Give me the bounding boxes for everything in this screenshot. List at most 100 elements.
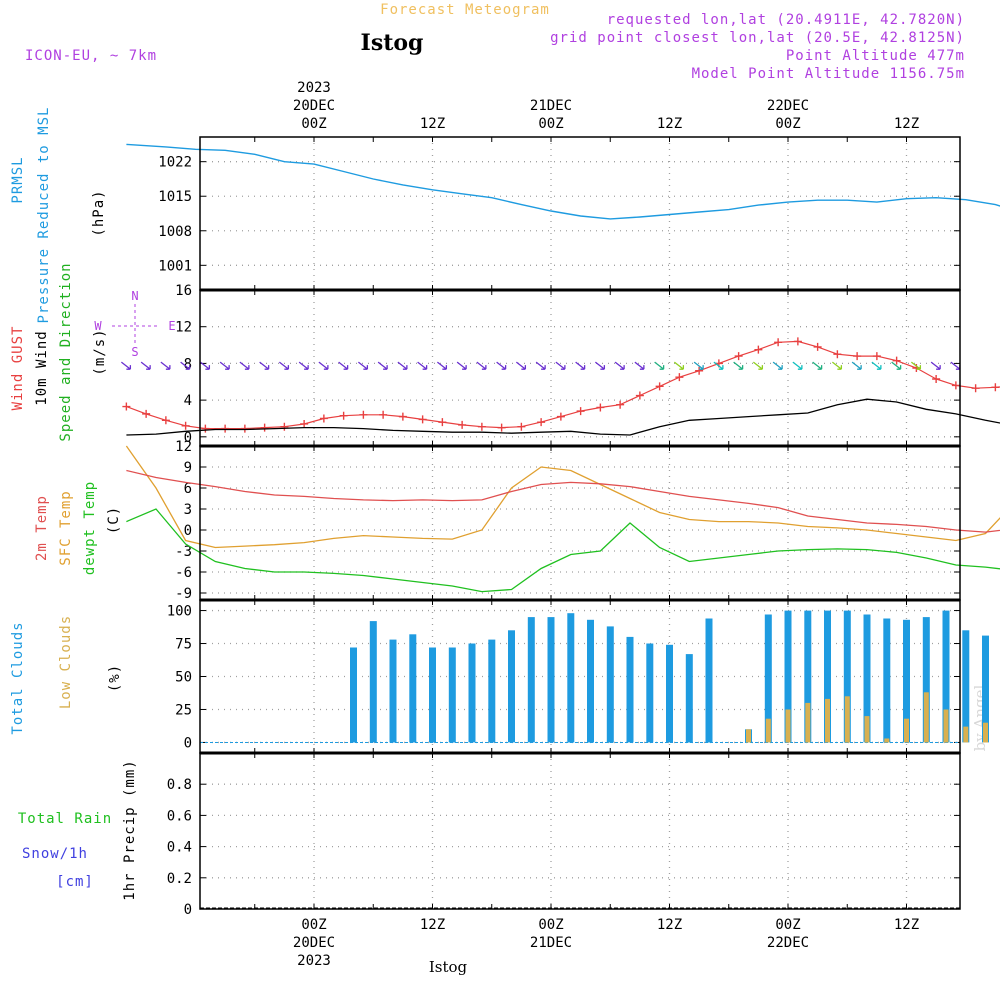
total-cloud-bar xyxy=(448,647,456,743)
panel-label: (m/s) xyxy=(92,328,108,375)
total-cloud-bar xyxy=(883,618,891,743)
total-cloud-bar xyxy=(942,610,950,743)
panel-label: 10m Wind xyxy=(34,330,50,405)
panel-label: Wind GUST xyxy=(10,326,26,411)
wind-direction-arrow xyxy=(120,361,132,370)
wind-speed-line xyxy=(126,398,1000,436)
total-cloud-bar xyxy=(389,639,397,743)
total-cloud-bar xyxy=(369,621,377,743)
wind-direction-arrow xyxy=(851,361,862,370)
gust-point xyxy=(300,419,309,428)
total-cloud-bar xyxy=(429,647,436,743)
panel-label: [cm] xyxy=(56,874,94,890)
gust-point xyxy=(833,350,842,359)
ytick-label: 3 xyxy=(184,502,192,518)
ytick-label: 0.8 xyxy=(167,777,192,793)
ytick-label: 1008 xyxy=(158,224,192,240)
gust-point xyxy=(872,352,881,361)
total-cloud-bar xyxy=(547,617,555,743)
wind-direction-arrow xyxy=(180,361,191,370)
wind-direction-arrow xyxy=(910,361,922,370)
time-label-bottom: 22DEC xyxy=(767,935,809,951)
time-label-top: 20DEC xyxy=(293,98,335,114)
total-cloud-bar xyxy=(666,644,673,743)
dewpt-line xyxy=(126,508,1000,593)
low-cloud-bar xyxy=(844,696,850,743)
gust-point xyxy=(477,422,486,431)
time-label-top: 2023 xyxy=(297,80,331,96)
gust-point xyxy=(932,375,941,384)
ytick-label: 8 xyxy=(184,356,192,372)
gust-point xyxy=(201,424,210,433)
gust-point xyxy=(734,352,743,361)
gust-point xyxy=(319,414,328,423)
ytick-label: 0.2 xyxy=(167,871,192,887)
total-cloud-bar xyxy=(626,636,634,743)
gust-point xyxy=(339,411,348,420)
gust-point xyxy=(122,402,131,411)
wind-direction-arrow xyxy=(278,361,290,370)
gust-point xyxy=(853,352,862,361)
ytick-label: 50 xyxy=(175,670,192,686)
low-cloud-bar xyxy=(785,709,791,743)
gust-point xyxy=(892,356,901,365)
gust-point xyxy=(576,407,585,416)
plot-area: 10011008101510220481216-9-6-303691202550… xyxy=(10,80,1000,969)
wind-direction-arrow xyxy=(377,361,388,370)
gust-point xyxy=(458,420,467,429)
gust-point xyxy=(497,423,506,432)
time-label-bottom: 00Z xyxy=(301,917,326,933)
ytick-label: 12 xyxy=(175,439,192,455)
low-cloud-bar xyxy=(884,738,890,743)
low-cloud-bar xyxy=(864,716,870,743)
time-label-bottom: 2023 xyxy=(297,953,331,969)
gust-point xyxy=(161,416,170,425)
compass-n: N xyxy=(131,289,138,303)
ytick-label: 0 xyxy=(184,902,192,918)
gust-point xyxy=(596,403,605,412)
gust-point xyxy=(142,409,151,418)
total-cloud-bar xyxy=(409,634,417,743)
gust-point xyxy=(951,381,960,390)
ytick-label: 0.6 xyxy=(167,808,192,824)
gust-point xyxy=(635,391,644,400)
low-cloud-bar xyxy=(983,722,988,743)
time-label-bottom: 12Z xyxy=(657,917,682,933)
wind-direction-arrow xyxy=(456,361,467,370)
wind-direction-arrow xyxy=(338,361,349,370)
wind-direction-arrow xyxy=(594,361,606,370)
total-cloud-bar xyxy=(784,610,792,743)
ytick-label: 9 xyxy=(184,460,192,476)
wind-direction-arrow xyxy=(792,361,803,370)
sfc-temp-line xyxy=(125,445,1000,549)
gust-point xyxy=(675,373,684,382)
gust-point xyxy=(398,412,407,421)
panel-label: 1hr Precip (mm) xyxy=(122,759,138,900)
ytick-label: 4 xyxy=(184,393,192,409)
wind-direction-arrow xyxy=(654,361,665,370)
station-title: Istog xyxy=(361,30,424,56)
gridpoint-coords: grid point closest lon,lat (20.5E, 42.81… xyxy=(550,30,965,46)
panel-label: Total Rain xyxy=(18,811,112,827)
wind-direction-arrow xyxy=(417,361,428,370)
wind-direction-arrow xyxy=(357,361,369,370)
total-cloud-bar xyxy=(843,610,851,743)
ytick-label: 16 xyxy=(175,283,192,299)
compass-s: S xyxy=(131,345,138,359)
gust-point xyxy=(379,410,388,419)
wind-direction-arrow xyxy=(476,361,487,370)
time-label-top: 21DEC xyxy=(530,98,572,114)
gust-point xyxy=(556,412,565,421)
low-cloud-bar xyxy=(765,718,771,743)
gust-point xyxy=(260,423,269,432)
time-label-bottom: 12Z xyxy=(420,917,445,933)
gust-point xyxy=(240,424,249,433)
panel-label: (%) xyxy=(107,664,123,692)
time-label-bottom: 12Z xyxy=(894,917,919,933)
time-label-bottom: 00Z xyxy=(538,917,563,933)
time-label-top: 12Z xyxy=(420,116,445,132)
wind-direction-arrow xyxy=(259,361,270,370)
ytick-label: 0 xyxy=(184,523,192,539)
wind-direction-arrow xyxy=(298,361,309,370)
